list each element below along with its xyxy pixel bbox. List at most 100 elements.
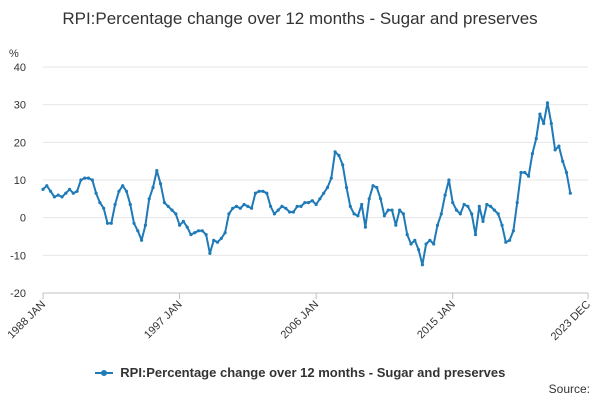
data-point[interactable] <box>371 184 375 188</box>
data-point[interactable] <box>181 219 185 223</box>
data-point[interactable] <box>492 208 496 212</box>
data-point[interactable] <box>379 197 383 201</box>
data-point[interactable] <box>212 238 216 242</box>
data-point[interactable] <box>424 242 428 246</box>
data-point[interactable] <box>56 193 60 197</box>
data-point[interactable] <box>253 191 257 195</box>
data-point[interactable] <box>473 233 478 237</box>
data-point[interactable] <box>542 121 546 126</box>
data-point[interactable] <box>288 210 292 214</box>
data-point[interactable] <box>83 176 87 180</box>
data-point[interactable] <box>113 202 117 207</box>
data-point[interactable] <box>68 187 72 191</box>
data-point[interactable] <box>549 121 553 126</box>
data-point[interactable] <box>189 233 193 237</box>
data-point[interactable] <box>208 251 212 255</box>
data-point[interactable] <box>356 214 360 218</box>
data-point[interactable] <box>219 236 223 240</box>
data-point[interactable] <box>136 229 140 233</box>
data-point[interactable] <box>185 225 189 229</box>
data-point[interactable] <box>534 137 538 141</box>
data-point[interactable] <box>276 208 280 212</box>
data-point[interactable] <box>242 202 246 207</box>
data-point[interactable] <box>215 240 220 244</box>
data-point[interactable] <box>272 212 276 216</box>
data-point[interactable] <box>162 201 166 205</box>
data-point[interactable] <box>79 178 83 182</box>
data-point[interactable] <box>257 189 261 193</box>
data-point[interactable] <box>454 208 459 212</box>
data-point[interactable] <box>538 112 542 116</box>
data-point[interactable] <box>333 150 337 154</box>
data-point[interactable] <box>90 178 94 182</box>
data-point[interactable] <box>375 185 379 190</box>
data-point[interactable] <box>109 221 113 225</box>
data-point[interactable] <box>386 208 390 212</box>
data-point[interactable] <box>318 197 322 201</box>
data-point[interactable] <box>132 221 136 225</box>
data-point[interactable] <box>174 212 178 216</box>
data-point[interactable] <box>238 206 242 210</box>
data-point[interactable] <box>553 148 557 152</box>
data-point[interactable] <box>447 178 451 182</box>
data-point[interactable] <box>360 202 364 207</box>
data-point[interactable] <box>269 204 273 208</box>
data-point[interactable] <box>295 204 299 208</box>
data-point[interactable] <box>41 187 45 191</box>
data-point[interactable] <box>451 201 455 205</box>
data-point[interactable] <box>231 206 235 210</box>
data-point[interactable] <box>417 248 421 252</box>
data-point[interactable] <box>329 176 333 180</box>
data-point[interactable] <box>523 170 527 175</box>
data-point[interactable] <box>121 184 125 188</box>
data-point[interactable] <box>98 201 102 205</box>
data-point[interactable] <box>409 242 413 246</box>
data-point[interactable] <box>314 202 318 207</box>
data-point[interactable] <box>124 189 129 193</box>
data-point[interactable] <box>143 223 147 227</box>
data-point[interactable] <box>322 191 326 195</box>
data-point[interactable] <box>52 195 57 199</box>
data-point[interactable] <box>398 208 402 212</box>
data-point[interactable] <box>155 169 159 173</box>
data-point[interactable] <box>147 197 151 201</box>
data-point[interactable] <box>246 204 250 208</box>
data-point[interactable] <box>196 229 201 233</box>
data-point[interactable] <box>382 214 386 218</box>
data-point[interactable] <box>462 202 466 207</box>
data-point[interactable] <box>466 204 470 208</box>
data-point[interactable] <box>64 191 68 195</box>
data-point[interactable] <box>284 206 288 210</box>
data-point[interactable] <box>458 212 462 216</box>
data-point[interactable] <box>341 163 345 167</box>
data-point[interactable] <box>166 204 170 208</box>
data-point[interactable] <box>86 176 91 180</box>
data-point[interactable] <box>489 204 493 208</box>
data-point[interactable] <box>310 199 314 203</box>
data-point[interactable] <box>443 193 447 197</box>
data-point[interactable] <box>170 208 174 212</box>
data-point[interactable] <box>49 189 53 193</box>
data-point[interactable] <box>45 184 49 188</box>
data-point[interactable] <box>477 204 481 208</box>
data-point[interactable] <box>561 159 565 163</box>
data-point[interactable] <box>291 210 295 214</box>
data-point[interactable] <box>193 231 197 235</box>
data-point[interactable] <box>204 233 208 237</box>
data-point[interactable] <box>470 212 474 216</box>
data-point[interactable] <box>234 204 239 208</box>
data-point[interactable] <box>485 202 489 207</box>
data-point[interactable] <box>511 229 515 233</box>
data-point[interactable] <box>265 191 269 195</box>
data-point[interactable] <box>280 204 284 208</box>
data-point[interactable] <box>363 225 367 229</box>
data-point[interactable] <box>303 201 307 205</box>
data-point[interactable] <box>250 206 254 210</box>
data-point[interactable] <box>227 212 231 216</box>
data-point[interactable] <box>299 204 303 208</box>
data-point[interactable] <box>515 201 519 205</box>
data-point[interactable] <box>557 144 561 148</box>
data-point[interactable] <box>159 182 163 186</box>
data-point[interactable] <box>178 223 182 227</box>
data-point[interactable] <box>527 174 531 178</box>
